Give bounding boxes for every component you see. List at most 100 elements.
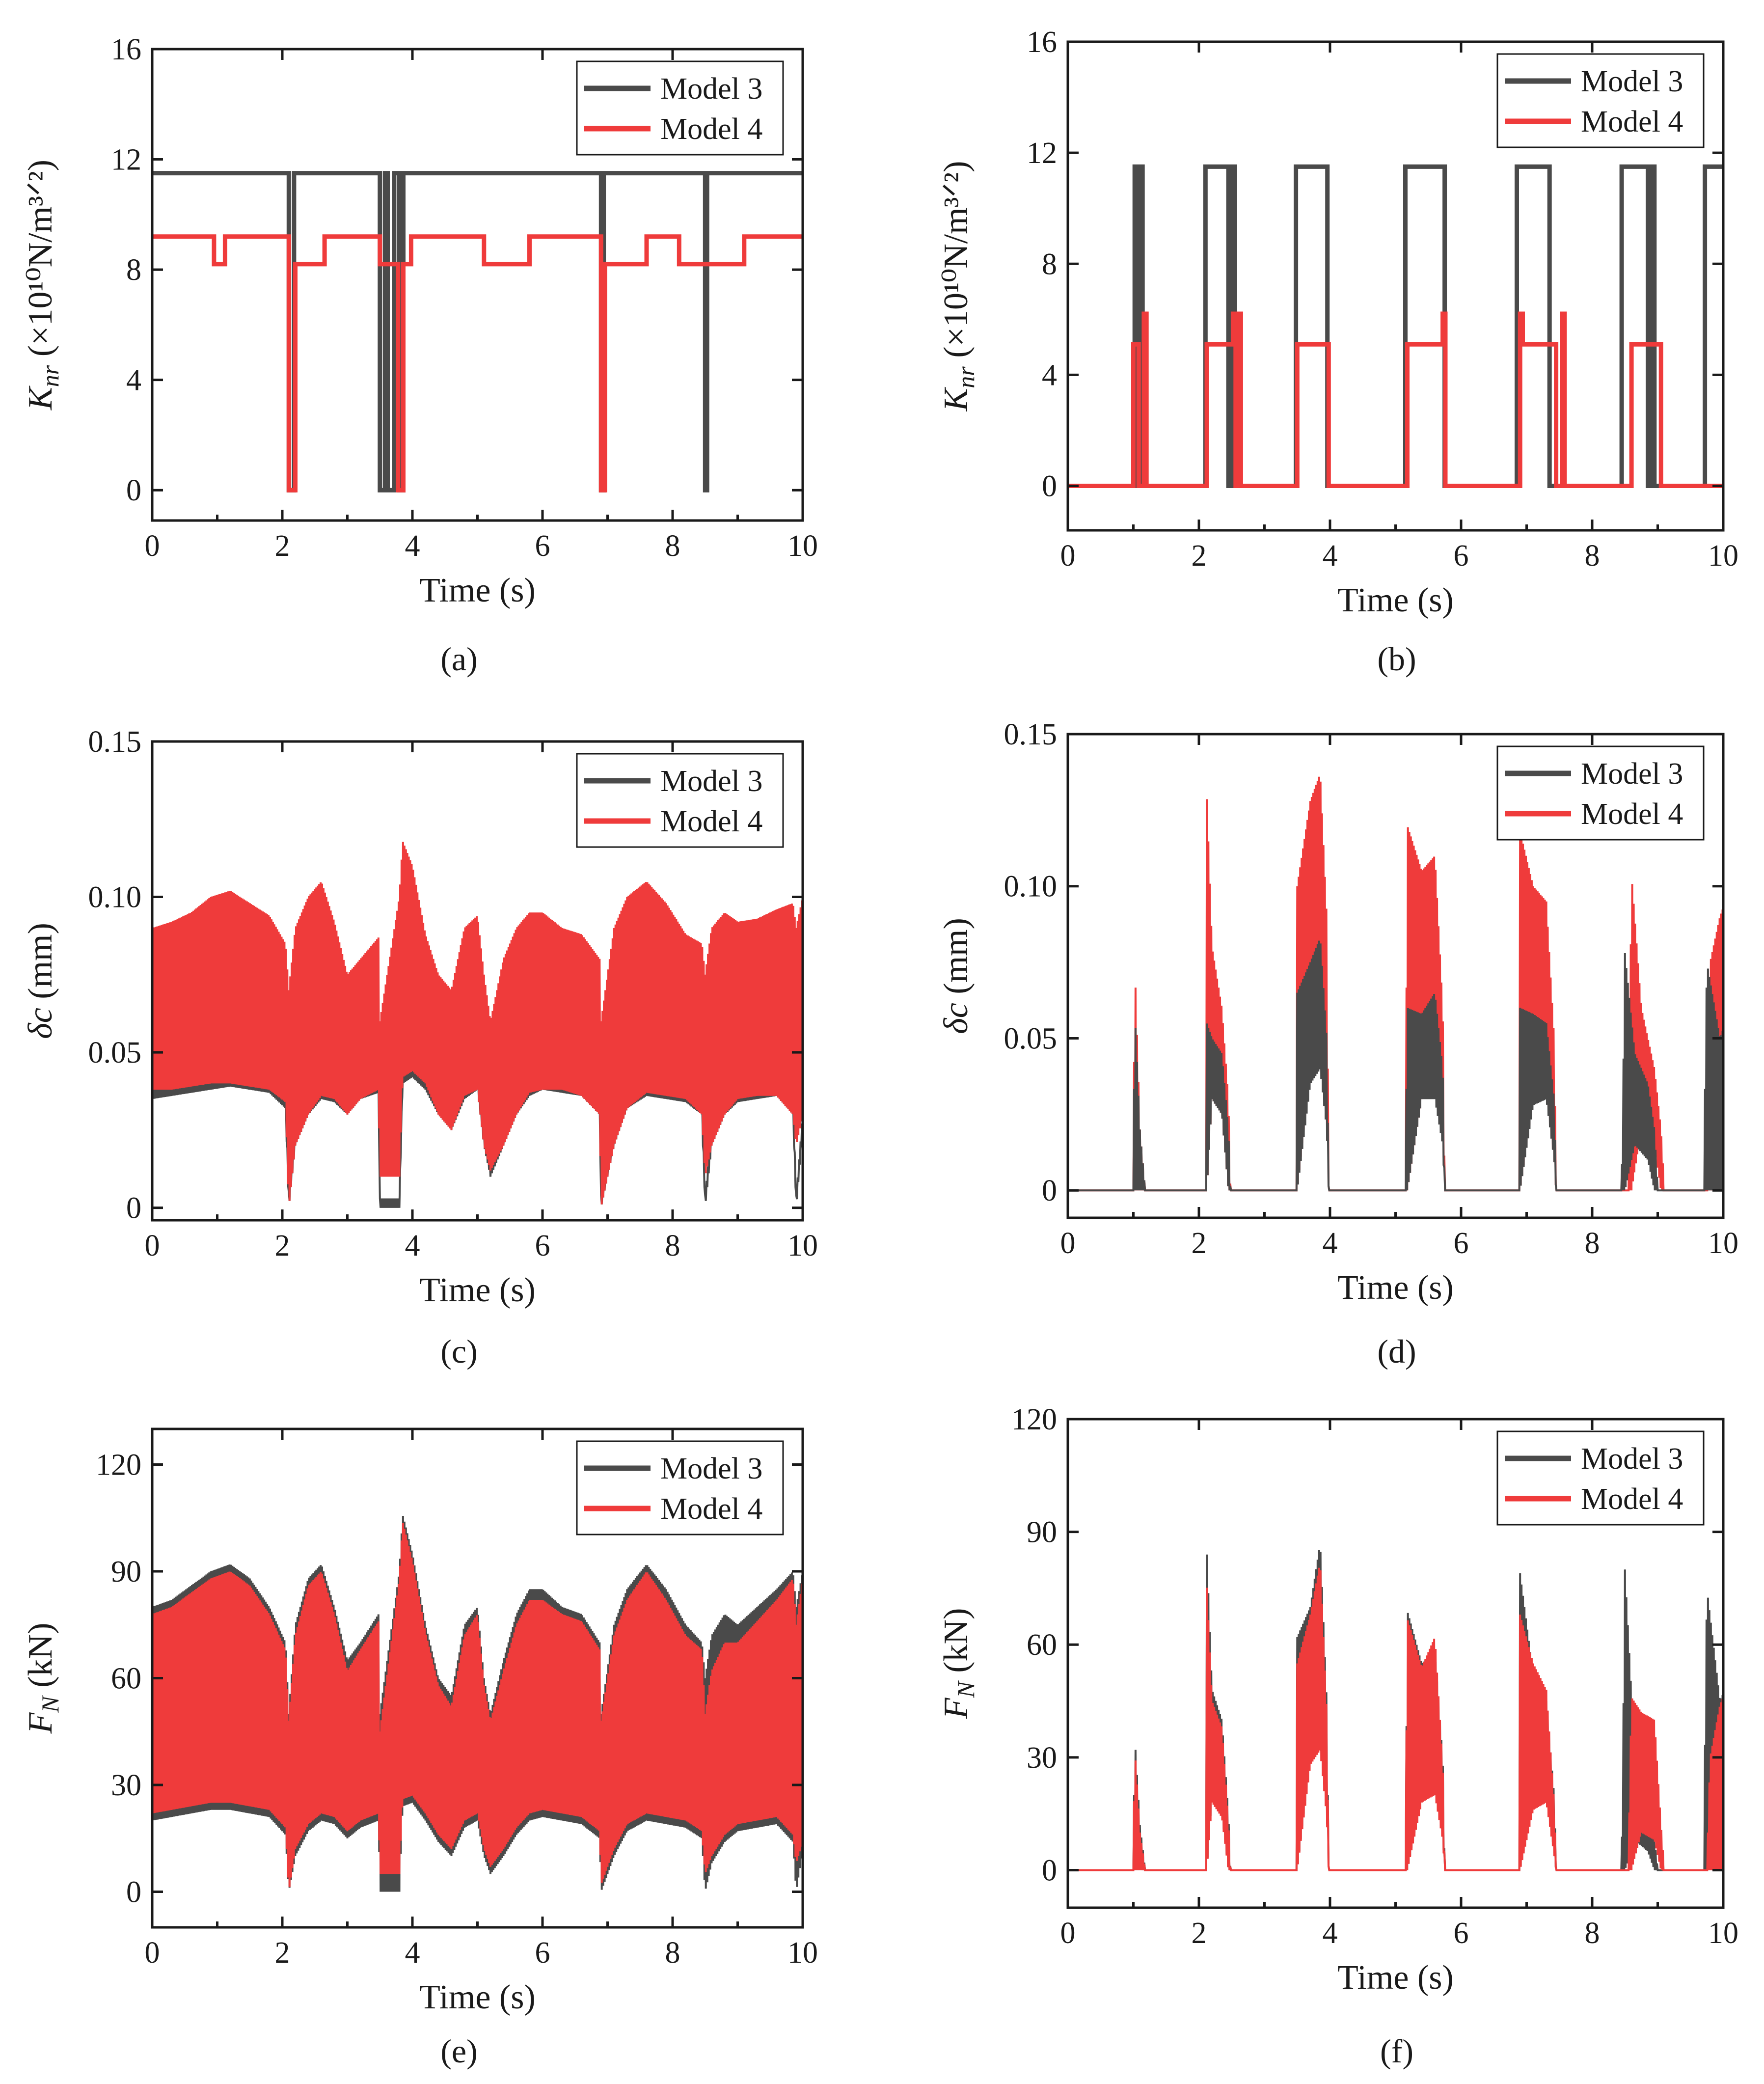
y-tick-label: 0.15 bbox=[1004, 718, 1058, 751]
panel-caption: (c) bbox=[440, 1333, 477, 1370]
series-model-3-line bbox=[152, 171, 803, 493]
x-tick-label: 10 bbox=[1708, 1917, 1738, 1950]
plot-area bbox=[1068, 776, 1723, 1192]
legend: Model 3 Model 4 bbox=[576, 60, 784, 156]
x-tick-label: 2 bbox=[1192, 1227, 1207, 1260]
y-axis-title: δc (mm) bbox=[937, 918, 975, 1034]
x-axis-title: Time (s) bbox=[1337, 1269, 1454, 1307]
panel-caption: (d) bbox=[1377, 1333, 1416, 1370]
legend-label: Model 4 bbox=[1581, 105, 1683, 138]
legend-label: Model 4 bbox=[660, 112, 762, 146]
legend-label: Model 4 bbox=[660, 805, 762, 838]
y-tick-label: 0 bbox=[126, 474, 141, 507]
y-tick-label: 90 bbox=[1027, 1516, 1057, 1549]
x-tick-label: 6 bbox=[535, 1229, 550, 1262]
chart-panel-c: 0 2 4 6 8 10 0 0.05 0.10 0.15 Time (s) δc (mm) Model… bbox=[22, 725, 818, 1370]
x-tick-label: 10 bbox=[787, 1936, 818, 1970]
y-tick-label: 0 bbox=[1042, 1174, 1057, 1207]
chart-panels: 0 2 4 6 8 10 0 4 8 12 16 Time (s) Knr (×10¹⁰N/m³ᐟ²) M… bbox=[22, 26, 1738, 2070]
x-tick-label: 6 bbox=[1454, 1227, 1469, 1260]
x-tick-label: 8 bbox=[665, 1936, 680, 1970]
x-tick-label: 4 bbox=[405, 529, 420, 563]
x-tick-label: 8 bbox=[665, 1229, 680, 1262]
x-axis-title: Time (s) bbox=[419, 572, 536, 609]
y-tick-label: 8 bbox=[1042, 247, 1057, 281]
x-tick-label: 10 bbox=[1708, 539, 1738, 573]
y-tick-label: 4 bbox=[126, 364, 141, 397]
series-model-4-band bbox=[152, 1523, 803, 1887]
y-tick-label: 16 bbox=[1027, 26, 1057, 59]
series-model-3-band bbox=[152, 1515, 803, 1892]
legend-label: Model 3 bbox=[1581, 1442, 1683, 1476]
x-tick-label: 6 bbox=[1454, 539, 1469, 573]
chart-panel-d: 0 2 4 6 8 10 0 0.05 0.10 0.15 Time (s) δc (mm) Model… bbox=[937, 718, 1738, 1370]
legend-label: Model 3 bbox=[1581, 65, 1683, 98]
series-model-3-band bbox=[1068, 1550, 1723, 1871]
y-axis-title: FN (kN) bbox=[937, 1608, 979, 1720]
y-axis-title: Knr (×10¹⁰N/m³ᐟ²) bbox=[22, 160, 64, 411]
x-tick-label: 4 bbox=[1323, 1227, 1338, 1260]
x-tick-label: 10 bbox=[787, 1229, 818, 1262]
legend: Model 3 Model 4 bbox=[1496, 53, 1705, 148]
legend-box bbox=[1496, 53, 1705, 148]
legend-label: Model 3 bbox=[660, 1452, 762, 1485]
x-tick-label: 0 bbox=[145, 529, 160, 563]
y-axis-title: Knr (×10¹⁰N/m³ᐟ²) bbox=[937, 161, 979, 412]
x-tick-label: 8 bbox=[1585, 1917, 1600, 1950]
y-tick-label: 0.10 bbox=[1004, 870, 1058, 904]
chart-panel-a: 0 2 4 6 8 10 0 4 8 12 16 Time (s) Knr (×10¹⁰N/m³ᐟ²) M… bbox=[22, 33, 818, 678]
legend-label: Model 3 bbox=[660, 72, 762, 106]
legend: Model 3 Model 4 bbox=[1496, 745, 1705, 841]
y-tick-label: 0 bbox=[1042, 470, 1057, 503]
y-tick-label: 30 bbox=[1027, 1741, 1057, 1775]
y-tick-label: 12 bbox=[1027, 137, 1057, 170]
plot-area bbox=[152, 1515, 803, 1892]
x-tick-label: 8 bbox=[665, 529, 680, 563]
legend-box bbox=[1496, 745, 1705, 841]
x-tick-label: 8 bbox=[1585, 1227, 1600, 1260]
panel-caption: (f) bbox=[1380, 2032, 1413, 2070]
x-tick-label: 4 bbox=[405, 1936, 420, 1970]
x-tick-label: 0 bbox=[145, 1229, 160, 1262]
y-tick-label: 0.05 bbox=[88, 1036, 142, 1069]
y-tick-label: 30 bbox=[111, 1769, 141, 1802]
x-tick-label: 6 bbox=[1454, 1917, 1469, 1950]
y-tick-label: 0 bbox=[126, 1192, 141, 1225]
y-axis-title: δc (mm) bbox=[22, 923, 59, 1039]
legend-box bbox=[576, 60, 784, 156]
series-model-4-band bbox=[1068, 1567, 1723, 1871]
y-tick-label: 60 bbox=[111, 1662, 141, 1696]
y-tick-label: 120 bbox=[1011, 1403, 1057, 1436]
legend-box bbox=[576, 1440, 784, 1536]
x-tick-label: 0 bbox=[1060, 1227, 1076, 1260]
panel-caption: (e) bbox=[440, 2032, 477, 2070]
y-tick-label: 16 bbox=[111, 33, 141, 66]
x-tick-label: 4 bbox=[405, 1229, 420, 1262]
y-tick-label: 0.05 bbox=[1004, 1022, 1058, 1055]
y-tick-label: 8 bbox=[126, 253, 141, 287]
legend-box bbox=[576, 753, 784, 848]
y-axis-title: FN (kN) bbox=[22, 1623, 64, 1734]
x-tick-label: 10 bbox=[787, 529, 818, 563]
series-model-4-line bbox=[152, 234, 803, 493]
panel-caption: (a) bbox=[440, 640, 477, 678]
legend-box bbox=[1496, 1430, 1705, 1526]
series-model-3-band bbox=[1068, 940, 1723, 1192]
series-model-4-line bbox=[1068, 311, 1723, 488]
x-tick-label: 2 bbox=[1192, 1917, 1207, 1950]
series-model-4-band bbox=[152, 842, 803, 1205]
plot-area bbox=[1068, 164, 1723, 488]
panel-caption: (b) bbox=[1377, 640, 1416, 678]
y-tick-label: 90 bbox=[111, 1555, 141, 1589]
y-tick-label: 4 bbox=[1042, 358, 1057, 392]
x-tick-label: 10 bbox=[1708, 1227, 1738, 1260]
series-model-3-line bbox=[1068, 164, 1723, 488]
legend-label: Model 4 bbox=[1581, 1482, 1683, 1516]
x-tick-label: 0 bbox=[1060, 539, 1076, 573]
chart-panel-b: 0 2 4 6 8 10 0 4 8 12 16 Time (s) Knr (×10¹⁰N/m³ᐟ²) M… bbox=[937, 26, 1738, 678]
plot-area bbox=[1068, 1550, 1723, 1871]
legend-label: Model 3 bbox=[1581, 757, 1683, 791]
legend-label: Model 4 bbox=[660, 1492, 762, 1526]
